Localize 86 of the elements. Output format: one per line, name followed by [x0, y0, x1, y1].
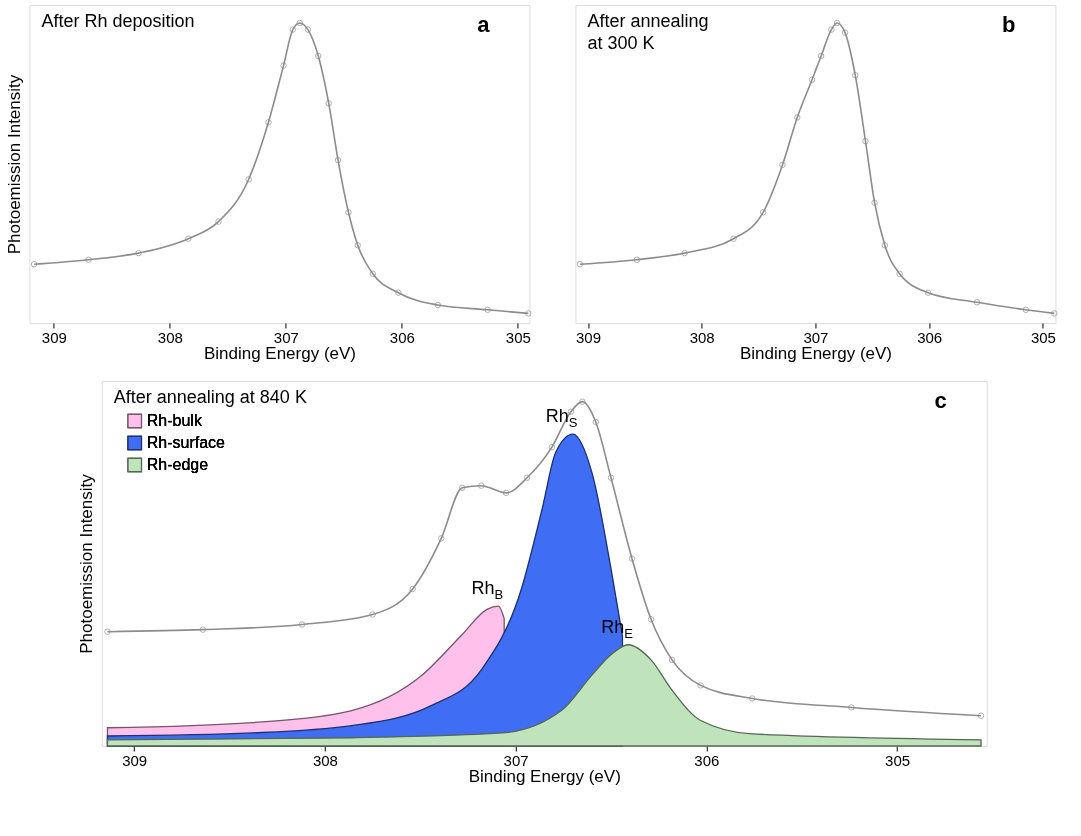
point — [548, 443, 556, 451]
point — [315, 52, 322, 60]
point — [759, 209, 767, 216]
point — [345, 209, 352, 216]
y-axis-title: Photoemission Intensity — [4, 74, 24, 255]
annotation: a — [477, 12, 491, 37]
point — [841, 29, 849, 36]
point — [633, 256, 641, 263]
point — [395, 289, 402, 296]
annotation: b — [1002, 12, 1016, 37]
legend-label: Rh-bulk — [146, 412, 203, 429]
legend-label: Rh-surface — [146, 434, 226, 451]
point — [369, 611, 376, 618]
point — [135, 249, 142, 257]
point — [833, 19, 841, 27]
point — [199, 626, 207, 633]
x-tick-label: 307 — [503, 751, 529, 769]
point — [304, 26, 312, 33]
x-tick-label: 308 — [157, 328, 183, 346]
x-tick-label: 306 — [917, 328, 943, 346]
annotation: After annealing at 840 K — [113, 387, 307, 407]
point — [265, 119, 272, 126]
x-tick-label: 309 — [575, 328, 601, 346]
point — [215, 218, 222, 225]
x-axis-title: Binding Energy (eV) — [203, 343, 357, 363]
legend-label: Rh-edge — [146, 456, 209, 473]
point — [434, 301, 442, 309]
x-tick-label: 305 — [1030, 328, 1056, 346]
point — [794, 114, 801, 121]
x-tick-label: 308 — [312, 751, 338, 769]
x-tick-label: 308 — [689, 328, 715, 346]
point — [369, 270, 377, 278]
point — [354, 242, 361, 249]
x-axis-title: Binding Energy (eV) — [468, 766, 621, 786]
point — [334, 156, 342, 164]
x-tick-label: 305 — [885, 751, 911, 769]
point — [881, 242, 889, 249]
point — [871, 199, 878, 206]
x-tick-label: 309 — [122, 751, 148, 769]
annotation: c — [934, 388, 947, 413]
x-axis-title: Binding Energy (eV) — [739, 343, 893, 363]
point — [779, 161, 786, 169]
point — [896, 270, 903, 278]
point — [579, 398, 586, 405]
point — [668, 656, 676, 664]
point — [862, 137, 869, 145]
point — [852, 71, 859, 79]
annotation: After annealing at 300 K — [587, 11, 709, 53]
point — [289, 26, 297, 33]
point — [1022, 306, 1030, 314]
x-tick-label: 307 — [273, 328, 299, 346]
x-tick-label: 306 — [694, 751, 720, 769]
point — [502, 489, 510, 497]
point — [409, 585, 416, 593]
point — [730, 235, 737, 242]
point — [647, 616, 655, 623]
x-tick-label: 307 — [803, 328, 829, 346]
point — [681, 249, 688, 257]
point — [523, 474, 531, 481]
point — [438, 535, 445, 542]
point — [280, 62, 287, 69]
point — [748, 695, 756, 702]
point — [628, 555, 636, 562]
point — [817, 52, 825, 60]
x-tick-label: 305 — [505, 328, 531, 346]
point — [973, 299, 981, 306]
point — [924, 289, 932, 296]
x-tick-label: 306 — [389, 328, 415, 346]
point — [298, 621, 306, 628]
point — [592, 418, 599, 426]
point — [848, 704, 855, 711]
point — [808, 76, 816, 83]
point — [697, 682, 704, 689]
x-tick-label: 309 — [41, 328, 67, 346]
point — [245, 176, 252, 183]
point — [607, 474, 615, 481]
point — [296, 19, 303, 27]
y-axis-title: Photoemission Intensity — [77, 473, 97, 654]
point — [478, 482, 485, 489]
annotation: After Rh deposition — [41, 11, 195, 31]
point — [325, 100, 332, 107]
point — [85, 256, 92, 263]
point — [484, 306, 491, 314]
point — [459, 484, 466, 491]
point — [185, 235, 192, 242]
point — [828, 26, 835, 33]
